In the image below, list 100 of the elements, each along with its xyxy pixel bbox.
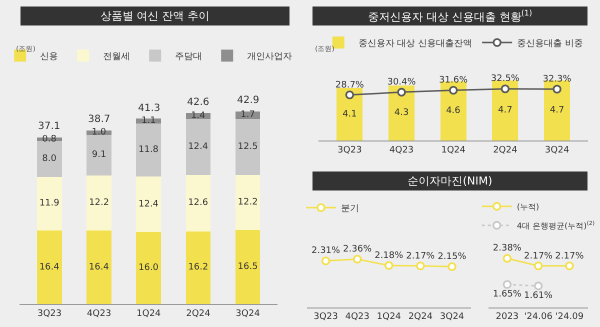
total-label: 38.7 <box>88 114 110 125</box>
data-label: 16.4 <box>88 262 110 272</box>
bar <box>186 231 211 304</box>
data-label: 12.6 <box>188 198 208 208</box>
point <box>565 261 574 270</box>
x-tick-label: 4Q23 <box>345 312 370 322</box>
legend-label: 개인사업자 <box>247 52 292 62</box>
x-tick-label: 3Q23 <box>37 308 62 319</box>
data-label: 1.7 <box>240 110 255 120</box>
point <box>502 280 512 289</box>
data-label: 1.1 <box>141 116 156 126</box>
point <box>534 261 543 270</box>
point <box>352 254 362 264</box>
x-tick-label: 4Q23 <box>86 308 112 319</box>
bar <box>86 176 112 230</box>
bar <box>235 230 260 304</box>
data-label: 12.2 <box>89 198 110 208</box>
legend-label: 전월세 <box>103 52 130 62</box>
bar <box>136 124 162 177</box>
total-label: 42.6 <box>187 97 210 108</box>
data-label: 4.7 <box>550 105 564 116</box>
data-label: 2.15% <box>438 252 467 262</box>
legend-label: 중신용자 대상 신용대출잔액 <box>358 39 472 50</box>
data-label: 4.7 <box>498 105 512 116</box>
data-label: 28.7% <box>335 80 364 90</box>
data-label: 16.5 <box>238 262 258 272</box>
data-label: 1.61% <box>524 291 554 302</box>
data-label: 2.17% <box>524 251 554 262</box>
x-tick-label: 3Q24 <box>236 308 260 319</box>
data-label: 1.65% <box>492 290 522 300</box>
data-label: 8.0 <box>42 154 57 164</box>
x-tick-label: 4Q23 <box>389 145 414 156</box>
data-label: 30.4% <box>387 78 416 88</box>
data-label: 16.0 <box>138 263 159 274</box>
bar <box>492 80 518 141</box>
point <box>502 254 512 263</box>
x-tick-label: 2Q24 <box>408 312 433 322</box>
data-label: 2.17% <box>406 251 436 262</box>
point <box>321 256 330 266</box>
data-label: 16.2 <box>188 262 208 273</box>
data-label: 2.18% <box>374 250 404 261</box>
x-tick-label: 2023 <box>496 312 519 322</box>
bar <box>235 119 260 176</box>
x-tick-label: 2Q24 <box>493 145 518 156</box>
data-label: 2.38% <box>492 244 522 254</box>
point <box>448 262 456 272</box>
legend-label: (누적) <box>516 202 540 212</box>
x-tick-label: 1Q24 <box>441 145 466 156</box>
bar <box>37 230 62 304</box>
x-tick-label: 1Q24 <box>376 312 402 322</box>
x-tick-label: '24.06 <box>524 312 553 322</box>
data-label: 12.2 <box>238 198 258 208</box>
data-label: 4.3 <box>394 108 409 118</box>
data-label: 4.6 <box>446 106 461 116</box>
data-label: 11.9 <box>39 198 60 209</box>
data-label: 12.4 <box>138 199 159 210</box>
bar <box>388 85 414 141</box>
data-label: 2.36% <box>343 244 372 254</box>
total-label: 42.9 <box>237 95 260 106</box>
total-label: 37.1 <box>38 121 60 132</box>
bar <box>136 232 162 304</box>
legend-label: 중신용대출 비중 <box>517 39 583 50</box>
data-label: 9.1 <box>92 150 106 160</box>
chart-title: 중저신용자 대상 신용대출 현황$^{(1)}$ <box>368 8 532 24</box>
bar <box>37 141 62 177</box>
data-label: 4.1 <box>342 109 357 120</box>
point <box>384 261 394 270</box>
legend-label: 신용 <box>40 52 58 62</box>
point <box>416 261 425 270</box>
chart-title: 순이자마진(NIM) <box>408 174 492 188</box>
bar <box>336 88 363 141</box>
bar <box>235 175 260 230</box>
x-tick-label: 3Q23 <box>314 312 338 322</box>
point <box>534 282 543 290</box>
data-label: 2.17% <box>555 251 584 262</box>
data-label: 12.4 <box>188 142 208 152</box>
bar <box>544 80 570 141</box>
chart-title: 상품별 여신 잔액 추이 <box>100 10 210 22</box>
data-label: 11.8 <box>138 145 159 156</box>
data-label: 1.4 <box>190 110 206 121</box>
bar <box>440 82 466 141</box>
bar <box>86 230 112 304</box>
total-label: 41.3 <box>138 103 160 114</box>
x-tick-label: 3Q23 <box>338 145 362 156</box>
bar <box>136 176 162 232</box>
legend-label: 4대 은행평균(누적)$^{(2)}$ <box>516 220 595 230</box>
x-tick-label: '24.09 <box>555 312 584 322</box>
x-tick-label: 2Q24 <box>186 308 211 319</box>
bar <box>37 176 62 230</box>
bar <box>186 119 211 175</box>
x-tick-label: 3Q24 <box>440 312 464 322</box>
data-label: 12.5 <box>238 142 258 152</box>
bar <box>186 174 211 232</box>
data-label: 1.0 <box>92 128 106 138</box>
legend-label: 주담대 <box>175 52 202 62</box>
x-tick-label: 3Q24 <box>544 145 570 156</box>
data-label: 2.31% <box>311 246 341 256</box>
bar <box>86 134 112 176</box>
data-label: 16.4 <box>39 262 60 272</box>
x-tick-label: 1Q24 <box>136 308 162 319</box>
